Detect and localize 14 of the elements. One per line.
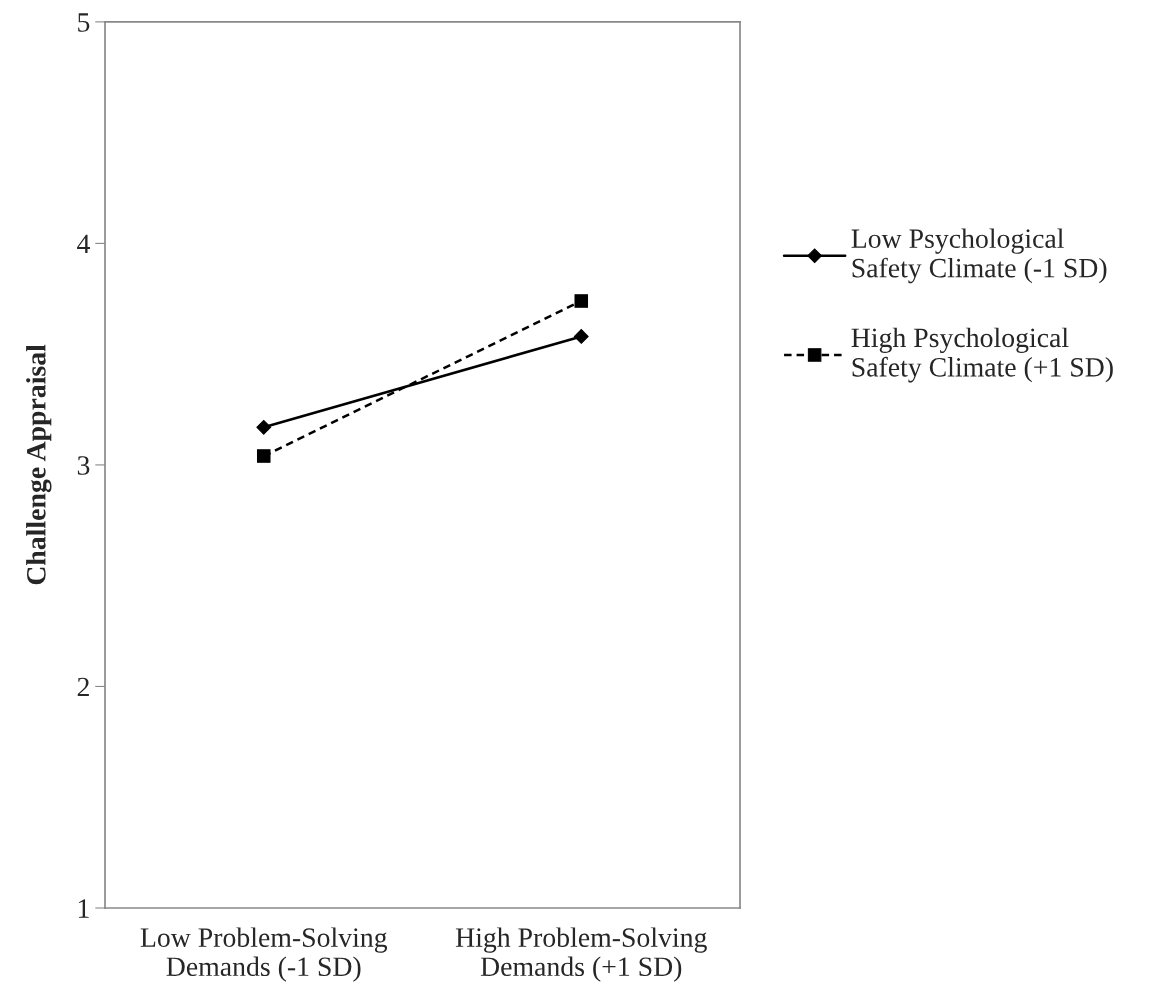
y-axis-title: Challenge Appraisal <box>26 344 52 585</box>
y-tick-label: 5 <box>78 13 90 32</box>
point <box>574 294 589 308</box>
legend-label: High Psychological Safety Climate (+1 SD) <box>851 327 1113 383</box>
x-tick-label: Low Problem-Solving Demands (-1 SD) <box>140 927 388 982</box>
legend-label: Low Psychological Safety Climate (-1 SD) <box>851 228 1107 284</box>
point <box>256 419 272 435</box>
y-tick-label: 4 <box>77 234 90 254</box>
point <box>573 329 589 344</box>
y-tick-label: 3 <box>77 456 90 475</box>
y-tick-label: 2 <box>77 677 89 697</box>
point <box>256 449 271 463</box>
x-tick-label: High Problem-Solving Demands (+1 SD) <box>455 927 707 982</box>
y-tick-label: 1 <box>78 899 89 918</box>
